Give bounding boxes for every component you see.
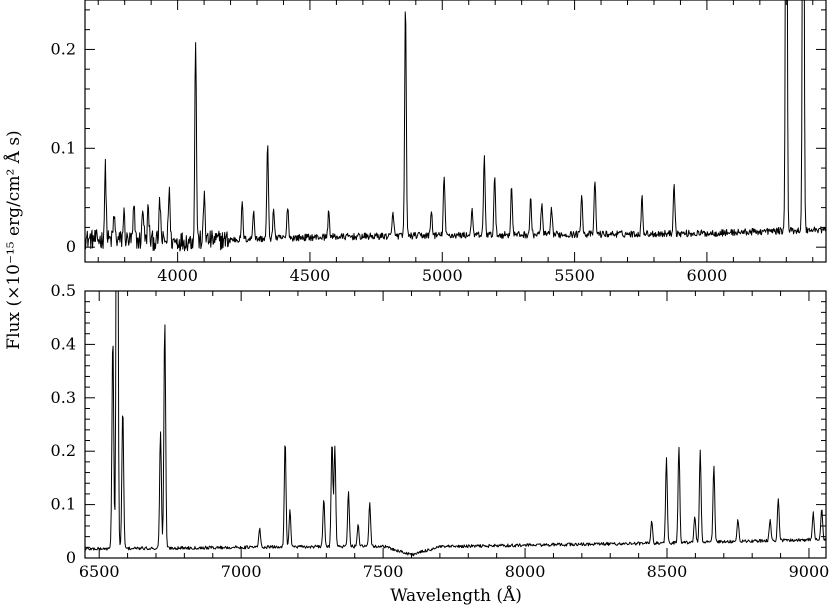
y-tick-label: 0 [66, 237, 76, 256]
y-axis-label: Flux (×10⁻¹⁵ erg/cm² Å s) [3, 130, 24, 349]
x-tick-label: 6500 [79, 562, 120, 581]
x-tick-label: 4000 [157, 266, 198, 285]
x-tick-label: 7500 [363, 562, 404, 581]
x-tick-label: 5000 [422, 266, 463, 285]
y-tick-label: 0.2 [51, 441, 76, 460]
spectrum-line-panel-2 [85, 291, 826, 557]
y-tick-label: 0.1 [51, 138, 76, 157]
x-tick-label: 9000 [789, 562, 829, 581]
x-tick-label: 6000 [687, 266, 728, 285]
x-tick-label: 4500 [290, 266, 331, 285]
y-tick-label: 0.5 [51, 281, 76, 300]
x-tick-label: 7000 [221, 562, 262, 581]
y-tick-label: 0 [66, 548, 76, 567]
x-tick-label: 8000 [505, 562, 546, 581]
y-tick-label: 0.1 [51, 495, 76, 514]
top-panel: 4000 4500 5000 5500 6000 0 0.1 0.2 [51, 0, 827, 285]
y-tick-label: 0.2 [51, 39, 76, 58]
bottom-panel: 6500 7000 7500 8000 8500 9000 0 0.1 0.2 0.3 0.4 0.5 [51, 281, 829, 581]
x-tick-label: 8500 [647, 562, 688, 581]
y-tick-label: 0.4 [51, 334, 76, 353]
plot-frame-panel-1 [84, 0, 827, 263]
y-tick-label: 0.3 [51, 388, 76, 407]
x-tick-label: 5500 [554, 266, 595, 285]
spectrum-line-panel-1 [85, 0, 826, 252]
plot-frame-panel-2 [84, 290, 827, 559]
x-axis-label: Wavelength (Å) [390, 585, 522, 606]
